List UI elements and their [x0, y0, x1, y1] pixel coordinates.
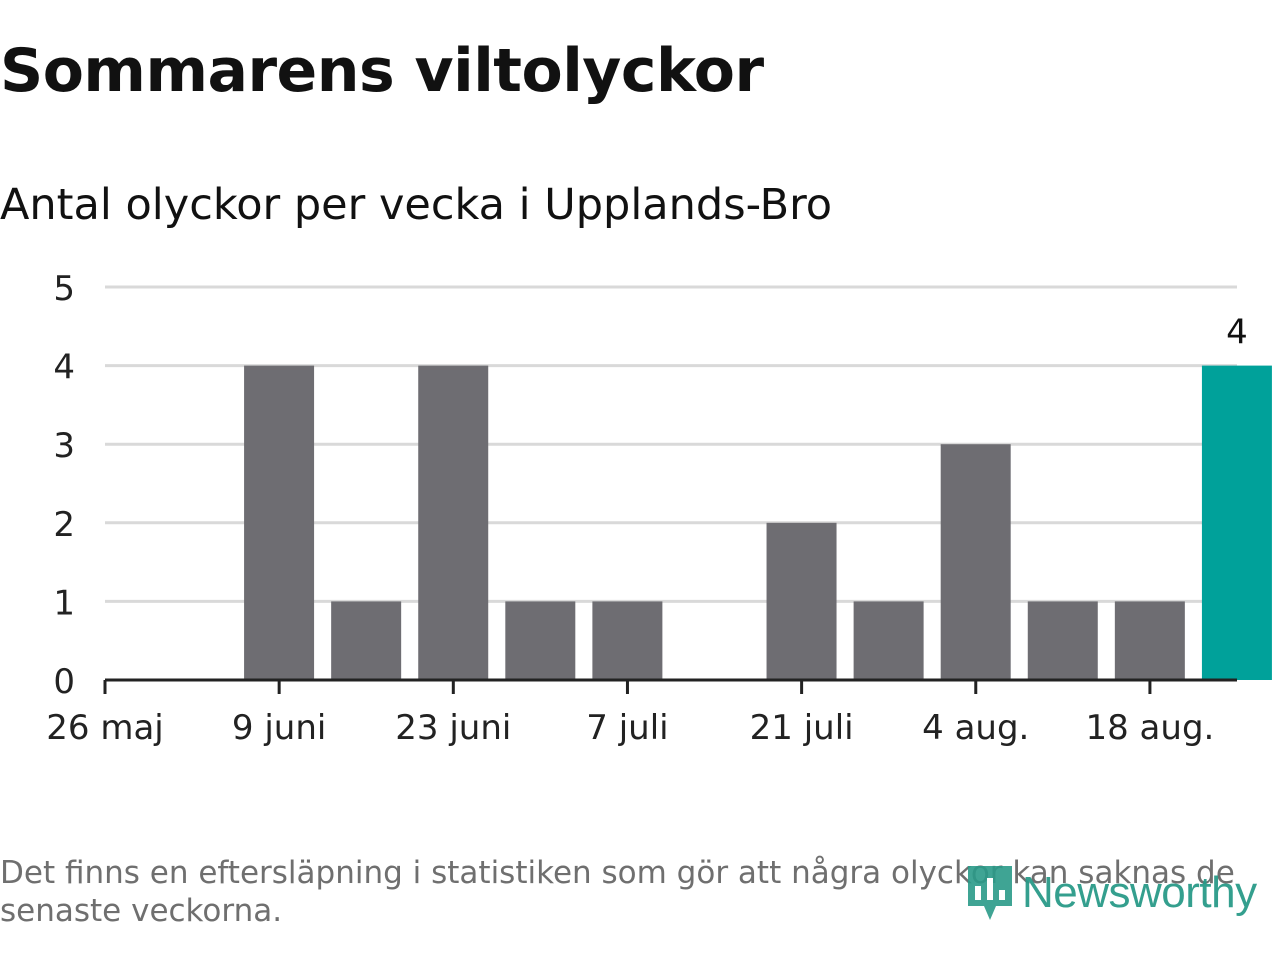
bar [1201, 365, 1272, 680]
y-tick-label: 4 [53, 348, 75, 388]
bar [505, 601, 576, 680]
bar [592, 601, 663, 680]
x-tick-label: 21 juli [750, 708, 854, 748]
logo-text: Newsworthy [1022, 868, 1257, 917]
bar [766, 522, 837, 680]
chart-subtitle: Antal olyckor per vecka i Upplands-Bro [0, 180, 833, 230]
bar [940, 444, 1011, 680]
x-tick-label: 9 juni [232, 708, 326, 748]
newsworthy-logo: Newsworthy [964, 862, 1257, 924]
bar [853, 601, 924, 680]
footnote: Det finns en eftersläpning i statistiken… [0, 855, 1235, 929]
bar [418, 365, 489, 680]
bar [1027, 601, 1098, 680]
y-tick-label: 0 [53, 662, 75, 702]
y-tick-label: 3 [53, 426, 75, 466]
y-tick-label: 5 [53, 269, 75, 309]
x-tick-label: 18 aug. [1085, 708, 1214, 748]
x-tick-label: 23 juni [395, 708, 511, 748]
x-tick-label: 7 juli [586, 708, 668, 748]
x-tick-label: 4 aug. [922, 708, 1029, 748]
y-tick-label: 2 [53, 505, 75, 545]
bar [244, 365, 315, 680]
bar [331, 601, 402, 680]
chart-title: Sommarens viltolyckor [0, 36, 764, 106]
data-label: 4 [1226, 313, 1248, 353]
y-tick-label: 1 [53, 583, 75, 623]
x-tick-label: 26 maj [46, 708, 163, 748]
bar-chart: 0 1 2 3 4 5 4 26 maj 9 juni 23 juni 7 juli 21 juli 4… [46, 269, 1272, 748]
bar-chart-pin-icon [968, 866, 1012, 920]
bar [1114, 601, 1185, 680]
